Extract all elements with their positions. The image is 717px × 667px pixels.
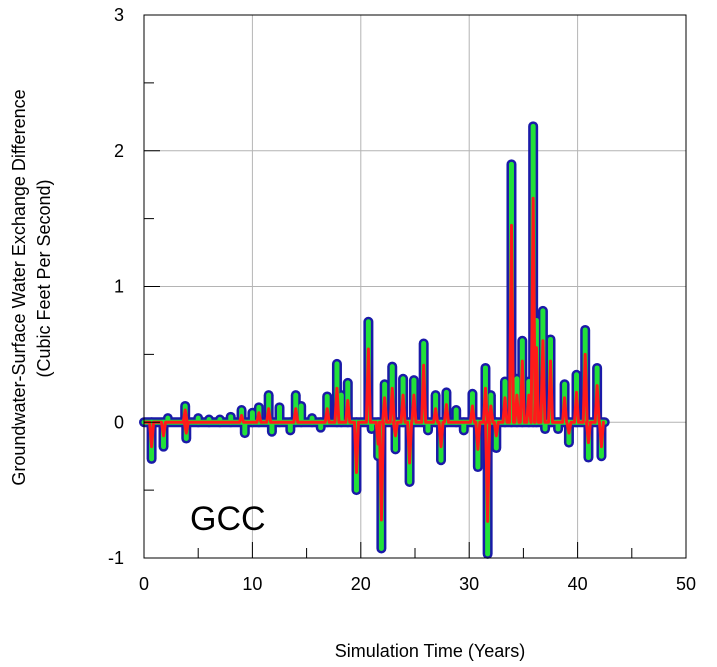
y-tick-label: -1 [108,548,124,568]
y-axis-title-line-2: (Cubic Feet Per Second) [34,179,54,377]
x-tick-label: 10 [242,574,262,594]
grid [144,15,686,558]
y-tick-label: 2 [114,141,124,161]
y-tick-label: 1 [114,277,124,297]
x-tick-label: 40 [568,574,588,594]
x-tick-label: 30 [459,574,479,594]
x-tick-label: 20 [351,574,371,594]
annotation-label: GCC [190,500,266,538]
x-tick-label: 0 [139,574,149,594]
series-line [144,196,605,523]
x-axis-title: Simulation Time (Years) [335,641,525,661]
y-axis-title-line-1: Groundwater-Surface Water Exchange Diffe… [9,89,29,485]
y-tick-label: 0 [114,412,124,432]
tick-labels: 0 10 20 30 40 50 -1 0 1 2 3 [108,5,696,594]
traces [139,121,610,559]
x-tick-label: 50 [676,574,696,594]
ticks [144,82,633,558]
y-tick-label: 3 [114,5,124,25]
